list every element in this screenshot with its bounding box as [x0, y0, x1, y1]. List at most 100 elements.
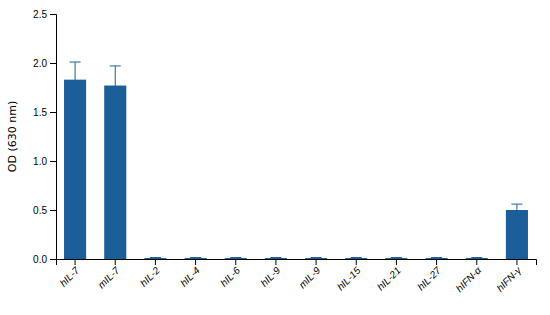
x-tick: mIL-7	[96, 259, 122, 291]
y-tick-mark	[50, 161, 56, 162]
y-tick-label: 2.0	[33, 58, 47, 69]
x-tick-label: hIL-9	[258, 264, 282, 288]
y-axis: 0.0 0.5 1.0 1.5 2.0 2.5	[33, 9, 56, 265]
error-bar	[391, 257, 402, 259]
y-tick-label: 0.5	[33, 205, 47, 216]
x-tick-mark	[275, 259, 276, 265]
x-tick-mark	[476, 259, 477, 265]
error-bar-cap	[431, 257, 442, 258]
error-bar-cap	[311, 258, 322, 259]
x-tick: hIL-2	[138, 259, 162, 289]
bar	[345, 258, 367, 259]
x-axis: hIL-7 mIL-7 hIL-2 hIL-4 hIL-6 hIL-9 mIL-9 hIL-1…	[57, 259, 537, 294]
error-bar-cap	[471, 257, 482, 258]
x-tick-label: hIFN-γ	[494, 264, 524, 294]
error-bar-cap	[190, 257, 201, 258]
bar	[144, 258, 166, 259]
error-bar	[230, 257, 241, 259]
y-tick-label: 2.5	[33, 9, 47, 20]
x-tick-mark	[75, 259, 76, 265]
x-tick: hIL-6	[218, 259, 242, 289]
y-axis-line	[50, 15, 57, 260]
y-tick: 2.0	[33, 58, 56, 69]
y-axis-title: OD (630 nm)	[6, 101, 19, 172]
x-tick-mark	[516, 259, 517, 265]
bar	[64, 80, 86, 259]
x-tick-label: hIL-7	[58, 264, 82, 288]
x-tick: hIL-9	[258, 259, 282, 289]
error-bar	[110, 66, 121, 105]
error-bar	[351, 257, 362, 259]
error-bar	[431, 257, 442, 259]
error-bar-cap	[190, 258, 201, 259]
y-tick: 2.5	[33, 9, 56, 20]
error-bar-cap	[70, 97, 81, 98]
error-bar-cap	[351, 258, 362, 259]
error-bar-cap	[431, 258, 442, 259]
bar	[265, 258, 287, 259]
plot-area: 0.00.51.01.52.02.5hIL-7mIL-7hIL-2hIL-4hI…	[33, 9, 536, 294]
x-tick: hIL-27	[415, 259, 443, 292]
error-bar-cap	[391, 257, 402, 258]
error-bar-cap	[150, 257, 161, 258]
error-bar-cap	[70, 62, 81, 63]
error-bar-cap	[471, 258, 482, 259]
error-bar-cap	[270, 257, 281, 258]
y-tick-mark	[50, 63, 56, 64]
x-tick: mIL-9	[297, 259, 323, 291]
x-tick: hIL-4	[178, 259, 202, 289]
y-tick: 0.0	[33, 254, 56, 265]
x-tick-label: hIL-15	[335, 264, 363, 292]
y-tick: 1.0	[33, 156, 56, 167]
x-tick: hIFN-α	[454, 259, 484, 294]
x-tick-mark	[436, 259, 437, 265]
x-tick-label: hIL-6	[218, 264, 242, 288]
x-tick-mark	[235, 259, 236, 265]
y-tick-mark	[50, 259, 56, 260]
bar	[225, 258, 247, 259]
x-tick-label: hIL-21	[375, 265, 403, 293]
error-bar	[150, 257, 161, 259]
error-bar	[311, 257, 322, 259]
error-bar-cap	[270, 258, 281, 259]
error-bar-cap	[110, 65, 121, 66]
bar	[185, 258, 207, 259]
error-bar-cap	[351, 257, 362, 258]
error-bar-cap	[110, 105, 121, 106]
x-tick-label: mIL-7	[96, 264, 122, 290]
error-bar-cap	[391, 258, 402, 259]
error-bar	[190, 257, 201, 259]
bar	[385, 258, 407, 259]
error-bar-cap	[511, 215, 522, 216]
bar	[104, 86, 126, 259]
x-tick-label: hIL-4	[178, 264, 202, 288]
chart-svg: 0.00.51.01.52.02.5hIL-7mIL-7hIL-2hIL-4hI…	[0, 0, 550, 315]
x-tick: hIL-7	[58, 259, 82, 289]
x-tick-label: hIL-27	[415, 264, 443, 292]
x-tick-mark	[155, 259, 156, 265]
bar	[506, 210, 528, 259]
y-tick-mark	[50, 14, 56, 15]
x-tick-mark	[195, 259, 196, 265]
x-tick-mark	[396, 259, 397, 265]
marks	[64, 62, 528, 259]
error-bar-cap	[230, 258, 241, 259]
x-tick-label: hIL-2	[138, 264, 162, 288]
x-tick-mark	[115, 259, 116, 265]
error-bar	[511, 204, 522, 216]
chart-container: 0.00.51.01.52.02.5hIL-7mIL-7hIL-2hIL-4hI…	[0, 0, 550, 315]
error-bar	[471, 257, 482, 259]
y-tick-label: 1.0	[33, 156, 47, 167]
y-tick: 1.5	[33, 107, 56, 118]
y-tick-mark	[50, 210, 56, 211]
y-tick: 0.5	[33, 205, 56, 216]
error-bar-cap	[311, 257, 322, 258]
x-tick: hIL-15	[335, 259, 363, 292]
x-tick-mark	[316, 259, 317, 265]
error-bar-stem	[516, 204, 517, 216]
bar	[466, 258, 488, 259]
error-bar-cap	[511, 204, 522, 205]
y-tick-mark	[50, 112, 56, 113]
x-axis-line	[57, 260, 537, 266]
error-bar	[270, 257, 281, 259]
